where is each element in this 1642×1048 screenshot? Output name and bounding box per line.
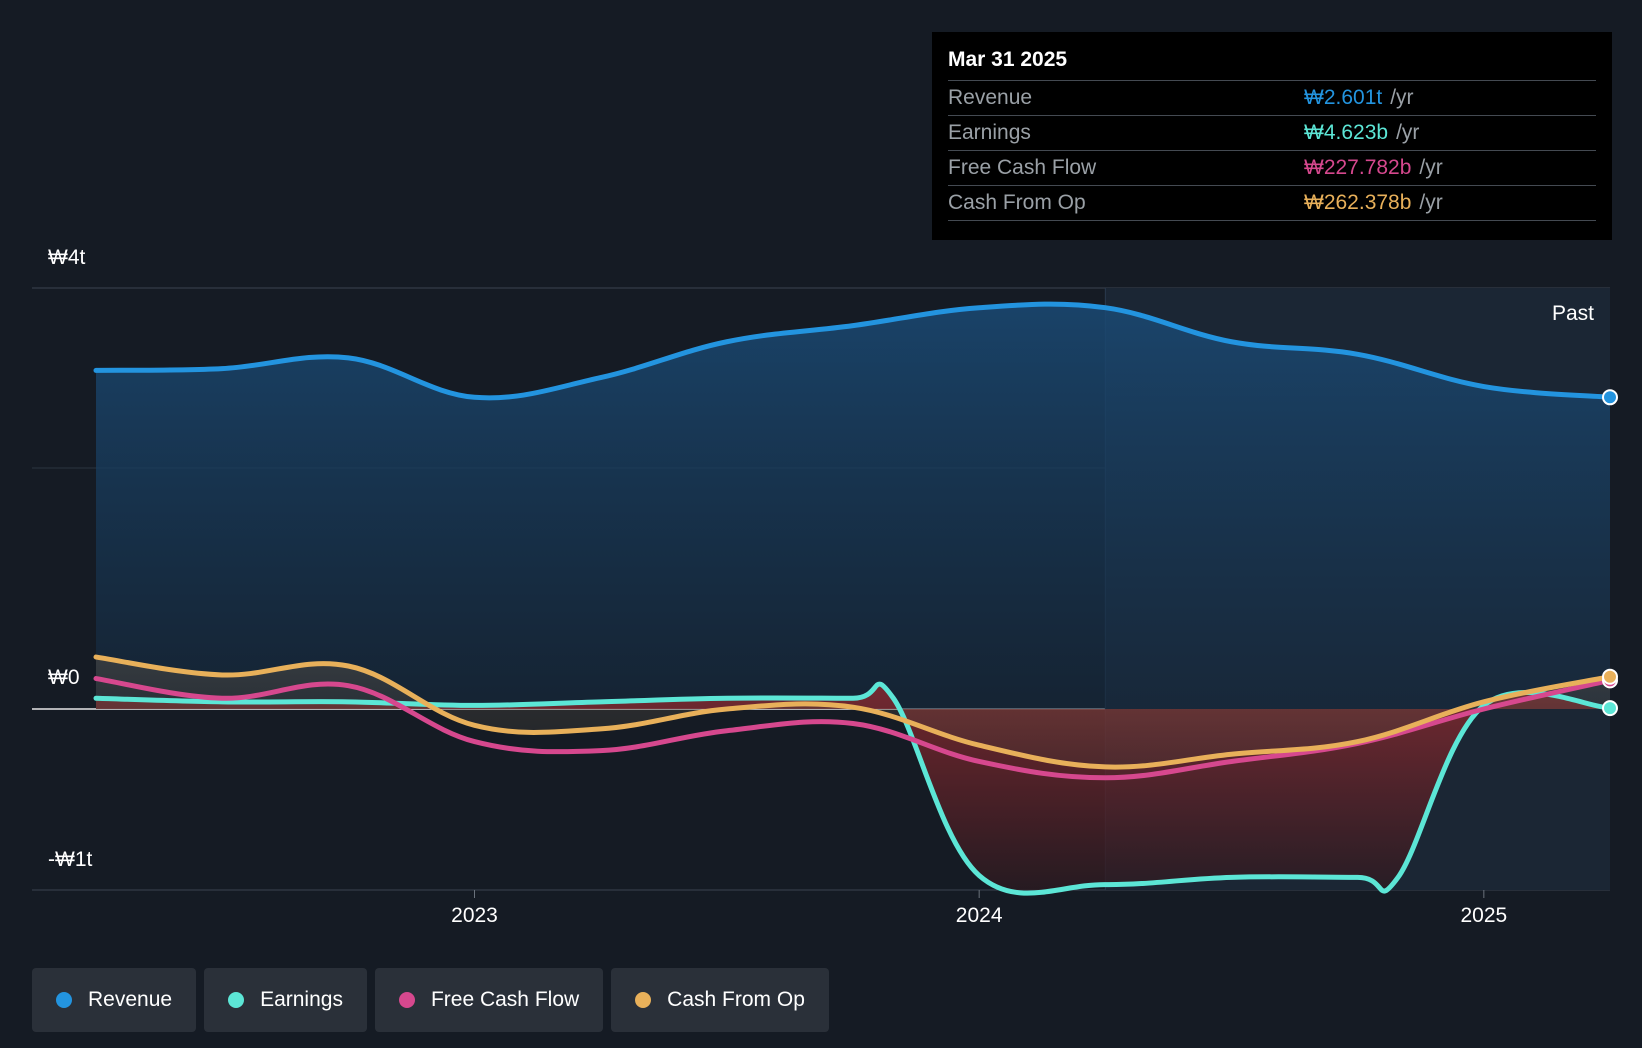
y-tick-label: ₩0 xyxy=(48,666,80,689)
end-marker-earnings xyxy=(1602,700,1618,717)
legend: Revenue Earnings Free Cash Flow Cash From O… xyxy=(32,968,829,1032)
y-tick-label: -₩1t xyxy=(48,848,92,871)
legend-dot-icon xyxy=(228,992,245,1008)
series-line-revenue xyxy=(93,301,1613,401)
legend-item-revenue[interactable]: Revenue xyxy=(32,968,197,1032)
tooltip-unit: /yr xyxy=(1390,86,1414,109)
x-tick-label: 2025 xyxy=(1460,904,1507,927)
tooltip-unit: /yr xyxy=(1419,191,1443,214)
series-line-cash-from-op xyxy=(93,654,1613,770)
tooltip-series-value: ₩262.378b xyxy=(1304,191,1412,214)
legend-label: Revenue xyxy=(88,988,173,1011)
tooltip-unit: /yr xyxy=(1419,156,1443,179)
end-marker-cash-from-op xyxy=(1602,668,1618,685)
tooltip-series-name: Earnings xyxy=(948,121,1031,144)
tooltip-series-name: Free Cash Flow xyxy=(948,156,1097,179)
end-marker-revenue xyxy=(1602,389,1618,406)
legend-dot-icon xyxy=(56,992,72,1008)
tooltip-row: Earnings ₩4.623b/yr xyxy=(948,116,1596,151)
tooltip-series-value: ₩4.623b xyxy=(1304,121,1389,144)
legend-label: Free Cash Flow xyxy=(430,988,580,1011)
legend-dot-icon xyxy=(398,992,415,1008)
legend-item-cash-from-op[interactable]: Cash From Op xyxy=(611,968,829,1032)
legend-dot-icon xyxy=(635,992,652,1008)
tooltip-row: Cash From Op ₩262.378b/yr xyxy=(948,186,1596,221)
cash-from-op-area xyxy=(96,657,1610,768)
legend-label: Earnings xyxy=(260,988,343,1011)
legend-item-earnings[interactable]: Earnings xyxy=(204,968,367,1032)
tooltip-series-value: ₩227.782b xyxy=(1304,156,1412,179)
tooltip-series-name: Cash From Op xyxy=(948,191,1086,214)
y-tick-label: ₩4t xyxy=(48,246,86,269)
tooltip-series-name: Revenue xyxy=(948,86,1033,109)
past-label: Past xyxy=(1552,302,1594,325)
legend-item-free-cash-flow[interactable]: Free Cash Flow xyxy=(374,968,604,1032)
revenue-area xyxy=(96,304,1610,709)
tooltip-row: Free Cash Flow ₩227.782b/yr xyxy=(948,151,1596,186)
x-tick-label: 2023 xyxy=(451,904,498,927)
tooltip-series-value: ₩2.601t xyxy=(1304,86,1383,109)
x-tick-label: 2024 xyxy=(956,904,1003,927)
tooltip-unit: /yr xyxy=(1396,121,1420,144)
legend-label: Cash From Op xyxy=(667,988,805,1011)
tooltip-row: Revenue ₩2.601t/yr xyxy=(948,81,1596,116)
tooltip: Mar 31 2025 Revenue ₩2.601t/yr Earnings ₩4.… xyxy=(932,32,1612,240)
tooltip-date: Mar 31 2025 xyxy=(948,46,1596,81)
